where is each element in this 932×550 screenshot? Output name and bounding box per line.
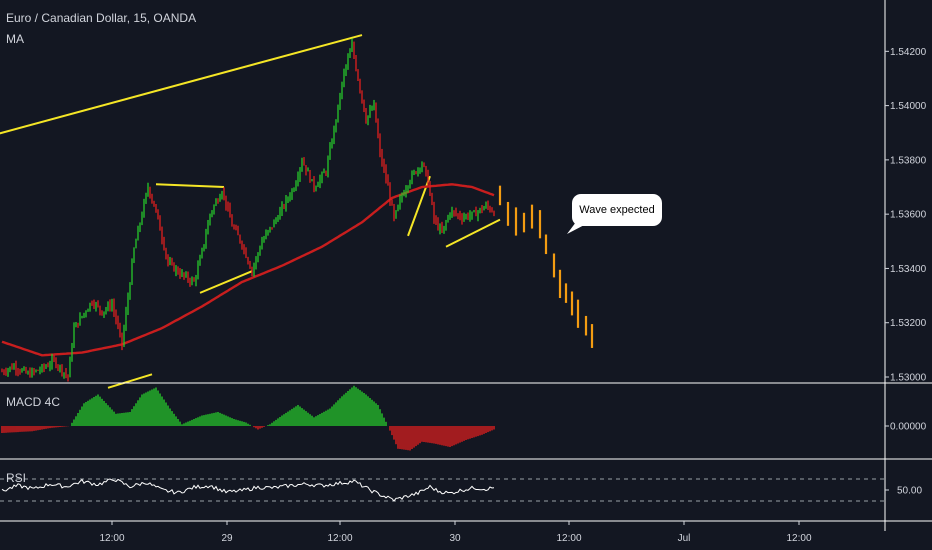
time-tick-label: Jul [678, 533, 691, 544]
trendline [445, 218, 501, 248]
rsi-path [1, 478, 495, 502]
ma-path [1, 183, 495, 357]
time-tick-label: 30 [449, 533, 461, 544]
trendline [0, 34, 363, 135]
trendlines [0, 34, 501, 389]
axis-ticks: 1.54200 1.54000 1.53800 1.53600 1.53400 1.532… [99, 47, 926, 544]
price-tick-label: 1.54000 [890, 101, 927, 112]
price-tick-label: 1.53200 [890, 318, 927, 329]
ma-line [1, 183, 495, 357]
macd-tick-label: 0.00000 [890, 422, 927, 433]
price-tick-label: 1.53400 [890, 264, 927, 275]
macd-pane [1, 385, 495, 451]
forecast-bars [498, 185, 594, 348]
price-tick-label: 1.53800 [890, 155, 927, 166]
price-bars [1, 38, 495, 382]
time-tick-label: 29 [221, 533, 233, 544]
axes [0, 0, 932, 531]
chart-title: Euro / Canadian Dollar, 15, OANDA [6, 11, 197, 25]
trendline [107, 373, 153, 389]
price-tick-label: 1.53000 [890, 373, 927, 384]
rsi-tick-label: 50.00 [897, 486, 922, 497]
trendline [199, 270, 253, 294]
trendline [407, 175, 431, 237]
rsi-pane [0, 478, 885, 502]
price-pane [0, 34, 594, 389]
time-tick-label: 12:00 [327, 533, 352, 544]
rsi-legend: RSI [6, 471, 27, 485]
trendline [155, 183, 225, 189]
price-tick-label: 1.54200 [890, 47, 927, 58]
ma-legend: MA [6, 32, 24, 46]
annotation-bubble: Wave expected [572, 194, 662, 226]
time-tick-label: 12:00 [99, 533, 124, 544]
time-tick-label: 12:00 [786, 533, 811, 544]
price-tick-label: 1.53600 [890, 210, 927, 221]
time-tick-label: 12:00 [556, 533, 581, 544]
macd-legend: MACD 4C [6, 395, 61, 409]
